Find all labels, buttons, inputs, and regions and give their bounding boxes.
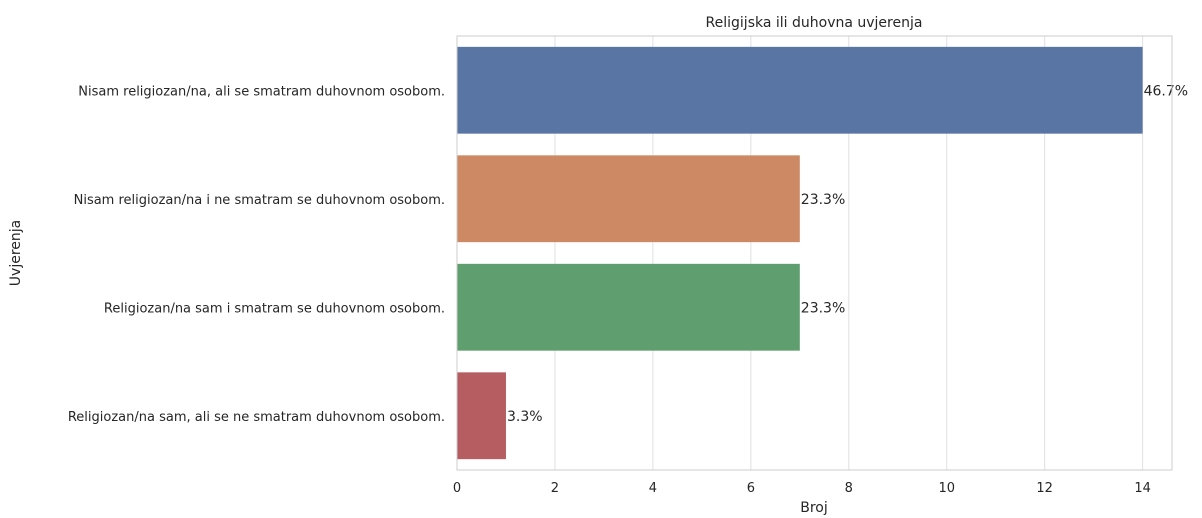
bar bbox=[457, 372, 506, 460]
chart-title: Religijska ili duhovna uvjerenja bbox=[706, 15, 923, 31]
x-tick-label: 8 bbox=[845, 481, 853, 496]
bars bbox=[457, 46, 1143, 460]
labels: 0 2 4 6 8 10 12 14 Nisam religiozan/na, ali se s… bbox=[68, 83, 1188, 496]
plot-frame bbox=[456, 35, 1173, 471]
bar-data-label: 46.7% bbox=[1144, 83, 1188, 99]
y-tick-label: Nisam religiozan/na i ne smatram se duho… bbox=[74, 193, 445, 208]
bar bbox=[457, 155, 800, 243]
x-tick-label: 4 bbox=[649, 481, 657, 496]
x-tick-label: 12 bbox=[1036, 481, 1053, 496]
bar-data-label: 23.3% bbox=[801, 300, 845, 316]
x-tick-label: 2 bbox=[551, 481, 559, 496]
x-tick-label: 6 bbox=[747, 481, 755, 496]
bar bbox=[457, 263, 800, 351]
x-axis-title: Broj bbox=[800, 500, 828, 516]
y-tick-label: Nisam religiozan/na, ali se smatram duho… bbox=[78, 84, 445, 99]
x-tick-label: 14 bbox=[1134, 481, 1151, 496]
bar-data-label: 23.3% bbox=[801, 192, 845, 208]
y-tick-label: Religiozan/na sam, ali se ne smatram duh… bbox=[68, 410, 445, 425]
x-tick-label: 0 bbox=[453, 481, 461, 496]
y-axis-title: Uvjerenja bbox=[8, 220, 24, 286]
bar bbox=[457, 46, 1143, 134]
bar-data-label: 3.3% bbox=[507, 409, 543, 425]
x-tick-label: 10 bbox=[938, 481, 955, 496]
y-tick-label: Religiozan/na sam i smatram se duhovnom … bbox=[104, 301, 445, 316]
